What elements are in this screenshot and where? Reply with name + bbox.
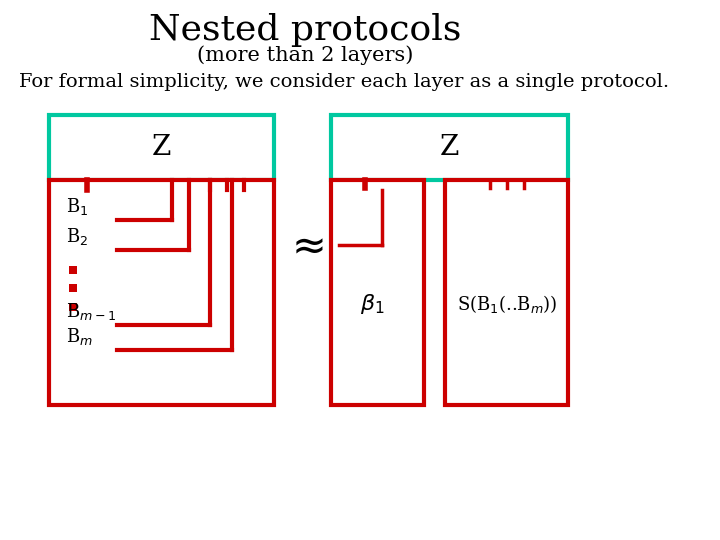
Text: For formal simplicity, we consider each layer as a single protocol.: For formal simplicity, we consider each … [19, 73, 669, 91]
Bar [331, 115, 568, 180]
Bar [49, 115, 274, 180]
Text: Nested protocols: Nested protocols [149, 13, 462, 47]
Text: (more than 2 layers): (more than 2 layers) [197, 45, 413, 65]
Text: B$_1$: B$_1$ [66, 196, 89, 217]
Bar [331, 180, 424, 405]
Text: B$_2$: B$_2$ [66, 226, 89, 247]
Text: Z: Z [152, 134, 171, 161]
Bar [49, 180, 274, 405]
Bar [446, 180, 568, 405]
Text: $\beta$$_1$: $\beta$$_1$ [361, 292, 385, 316]
Text: Z: Z [440, 134, 459, 161]
Text: B$_{m-1}$: B$_{m-1}$ [66, 301, 116, 322]
Text: B$_m$: B$_m$ [66, 326, 93, 347]
Text: $\approx$: $\approx$ [282, 224, 323, 266]
Text: S(B$_1$(..B$_m$)): S(B$_1$(..B$_m$)) [456, 293, 557, 315]
